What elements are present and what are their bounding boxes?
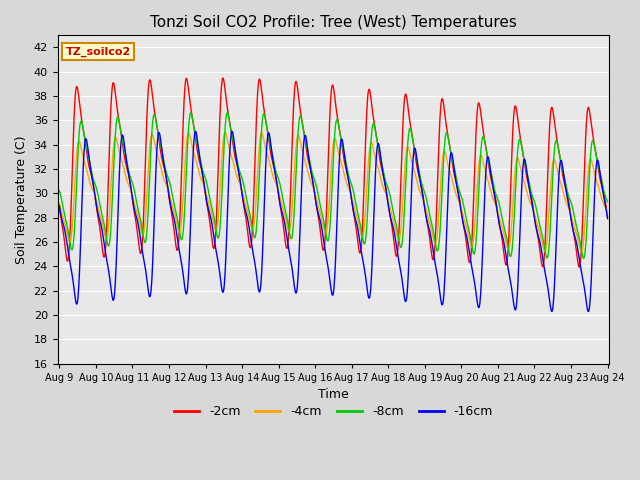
Line: -4cm: -4cm: [60, 132, 607, 252]
Y-axis label: Soil Temperature (C): Soil Temperature (C): [15, 135, 28, 264]
-8cm: [120, 145, 128, 151]
-16cm: [604, 216, 611, 222]
-4cm: [120, 167, 128, 172]
-8cm: [289, 233, 296, 239]
Line: -16cm: -16cm: [60, 131, 607, 312]
-2cm: [575, 264, 583, 270]
-4cm: [300, 153, 307, 159]
-8cm: [604, 199, 611, 205]
-8cm: [580, 255, 588, 261]
-16cm: [191, 128, 199, 134]
X-axis label: Time: Time: [318, 388, 349, 401]
-16cm: [368, 269, 376, 275]
Title: Tonzi Soil CO2 Profile: Tree (West) Temperatures: Tonzi Soil CO2 Profile: Tree (West) Temp…: [150, 15, 517, 30]
-8cm: [223, 110, 231, 116]
-4cm: [221, 129, 229, 135]
-2cm: [56, 205, 63, 211]
-8cm: [310, 174, 317, 180]
-4cm: [310, 185, 317, 191]
-16cm: [98, 226, 106, 231]
-16cm: [310, 183, 317, 189]
-4cm: [56, 200, 63, 206]
-2cm: [219, 75, 227, 81]
-16cm: [289, 267, 296, 273]
-4cm: [289, 203, 296, 208]
-2cm: [289, 135, 296, 141]
-8cm: [368, 130, 376, 136]
-4cm: [604, 211, 611, 217]
-2cm: [120, 152, 128, 157]
-4cm: [578, 249, 586, 254]
-16cm: [120, 139, 128, 145]
Legend: -2cm, -4cm, -8cm, -16cm: -2cm, -4cm, -8cm, -16cm: [169, 400, 498, 423]
-2cm: [300, 128, 307, 133]
-4cm: [98, 218, 106, 224]
-2cm: [310, 183, 317, 189]
-8cm: [98, 211, 106, 217]
-16cm: [56, 203, 63, 208]
-16cm: [584, 309, 592, 314]
-2cm: [604, 214, 611, 220]
Text: TZ_soilco2: TZ_soilco2: [66, 47, 131, 57]
-4cm: [368, 140, 376, 145]
-2cm: [368, 101, 376, 107]
Line: -2cm: -2cm: [60, 78, 607, 267]
-8cm: [300, 129, 307, 134]
-16cm: [300, 141, 307, 146]
-8cm: [56, 188, 63, 193]
-2cm: [98, 241, 106, 247]
Line: -8cm: -8cm: [60, 113, 607, 258]
